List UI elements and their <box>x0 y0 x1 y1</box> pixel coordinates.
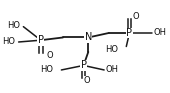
Text: N: N <box>85 32 92 43</box>
Text: OH: OH <box>106 65 119 74</box>
Text: HO: HO <box>2 37 15 46</box>
Text: O: O <box>132 12 139 21</box>
Text: P: P <box>38 35 44 45</box>
Text: HO: HO <box>7 21 20 30</box>
Text: P: P <box>126 28 132 38</box>
Text: HO: HO <box>106 45 118 54</box>
Text: O: O <box>47 51 54 60</box>
Text: HO: HO <box>40 65 53 74</box>
Text: P: P <box>81 60 87 70</box>
Text: OH: OH <box>153 28 166 37</box>
Text: O: O <box>83 76 90 85</box>
